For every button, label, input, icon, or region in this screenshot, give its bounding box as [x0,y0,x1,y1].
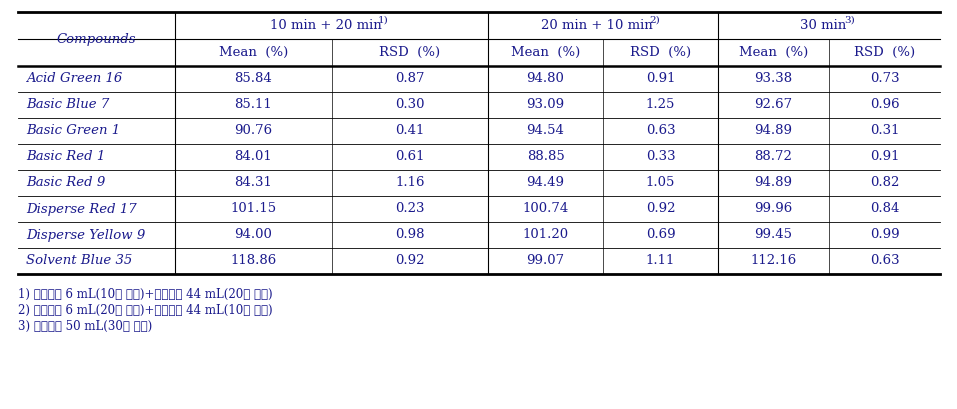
Text: Solvent Blue 35: Solvent Blue 35 [26,254,132,267]
Text: 2): 2) [650,16,660,25]
Text: 1.05: 1.05 [646,177,676,189]
Text: 92.67: 92.67 [754,99,792,112]
Text: Basic Blue 7: Basic Blue 7 [26,99,109,112]
Text: 1.11: 1.11 [646,254,676,267]
Text: 118.86: 118.86 [230,254,277,267]
Text: 0.84: 0.84 [870,202,900,216]
Text: 0.92: 0.92 [646,202,676,216]
Text: 94.49: 94.49 [526,177,565,189]
Text: RSD  (%): RSD (%) [630,46,691,59]
Text: 93.38: 93.38 [754,72,792,85]
Text: 3): 3) [844,16,855,25]
Text: 85.84: 85.84 [234,72,272,85]
Text: RSD  (%): RSD (%) [854,46,915,59]
Text: Disperse Red 17: Disperse Red 17 [26,202,137,216]
Text: 84.01: 84.01 [234,151,272,164]
Text: 0.98: 0.98 [395,229,425,241]
Text: 99.07: 99.07 [526,254,565,267]
Text: 0.30: 0.30 [395,99,425,112]
Text: 30 min: 30 min [800,19,846,32]
Text: Disperse Yellow 9: Disperse Yellow 9 [26,229,145,241]
Text: 101.15: 101.15 [231,202,277,216]
Text: 0.61: 0.61 [395,151,425,164]
Text: 112.16: 112.16 [750,254,796,267]
Text: 88.72: 88.72 [754,151,792,164]
Text: 1.16: 1.16 [395,177,425,189]
Text: 88.85: 88.85 [526,151,565,164]
Text: 0.63: 0.63 [870,254,900,267]
Text: 0.99: 0.99 [870,229,900,241]
Text: 0.69: 0.69 [646,229,676,241]
Text: 2) 추출용매 6 mL(20분 추출)+추출용매 44 mL(10분 추출): 2) 추출용매 6 mL(20분 추출)+추출용매 44 mL(10분 추출) [18,304,273,317]
Text: 0.33: 0.33 [646,151,676,164]
Text: RSD  (%): RSD (%) [379,46,440,59]
Text: Compounds: Compounds [56,32,136,45]
Text: 94.00: 94.00 [234,229,272,241]
Text: 0.87: 0.87 [395,72,425,85]
Text: Mean  (%): Mean (%) [511,46,580,59]
Text: 1.25: 1.25 [646,99,676,112]
Text: 20 min + 10 min: 20 min + 10 min [541,19,653,32]
Text: 94.89: 94.89 [754,124,792,137]
Text: Basic Green 1: Basic Green 1 [26,124,121,137]
Text: 0.41: 0.41 [395,124,425,137]
Text: 1): 1) [378,16,389,25]
Text: 0.73: 0.73 [870,72,900,85]
Text: 0.23: 0.23 [395,202,425,216]
Text: 0.31: 0.31 [870,124,900,137]
Text: 1) 추출용매 6 mL(10분 추출)+추출용매 44 mL(20분 추출): 1) 추출용매 6 mL(10분 추출)+추출용매 44 mL(20분 추출) [18,288,273,301]
Text: 10 min + 20 min: 10 min + 20 min [270,19,382,32]
Text: 101.20: 101.20 [523,229,568,241]
Text: Basic Red 1: Basic Red 1 [26,151,105,164]
Text: 0.63: 0.63 [646,124,676,137]
Text: 85.11: 85.11 [234,99,272,112]
Text: 99.45: 99.45 [754,229,792,241]
Text: 3) 추출용매 50 mL(30분 추출): 3) 추출용매 50 mL(30분 추출) [18,320,152,333]
Text: Mean  (%): Mean (%) [739,46,808,59]
Text: 94.89: 94.89 [754,177,792,189]
Text: 90.76: 90.76 [234,124,273,137]
Text: 84.31: 84.31 [234,177,272,189]
Text: 0.96: 0.96 [870,99,900,112]
Text: 94.54: 94.54 [526,124,565,137]
Text: 0.82: 0.82 [870,177,900,189]
Text: Basic Red 9: Basic Red 9 [26,177,105,189]
Text: 0.91: 0.91 [870,151,900,164]
Text: Acid Green 16: Acid Green 16 [26,72,122,85]
Text: 99.96: 99.96 [754,202,792,216]
Text: 0.92: 0.92 [395,254,425,267]
Text: 93.09: 93.09 [526,99,565,112]
Text: Mean  (%): Mean (%) [218,46,288,59]
Text: 94.80: 94.80 [526,72,565,85]
Text: 100.74: 100.74 [523,202,568,216]
Text: 0.91: 0.91 [646,72,676,85]
